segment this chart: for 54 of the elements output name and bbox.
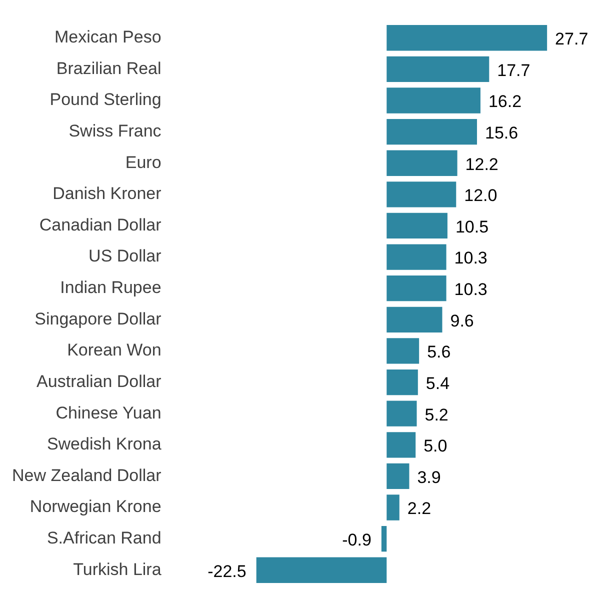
y-tick-label: Australian Dollar xyxy=(36,372,162,391)
y-tick-label: Mexican Peso xyxy=(54,28,162,47)
data-label: 10.5 xyxy=(455,217,489,236)
y-tick-label: New Zealand Dollar xyxy=(12,466,162,485)
data-label: 5.6 xyxy=(427,342,451,362)
data-label: 2.2 xyxy=(407,499,432,518)
y-tick-label: Chinese Yuan xyxy=(56,403,162,422)
data-label: 9.6 xyxy=(450,311,474,330)
bar xyxy=(386,432,416,458)
y-tick-label: Swedish Krona xyxy=(46,434,162,454)
bar xyxy=(386,306,442,332)
bar xyxy=(386,244,446,270)
bar xyxy=(386,88,480,114)
y-tick-label: Brazilian Real xyxy=(56,58,162,78)
bar xyxy=(386,150,458,176)
data-label: 27.7 xyxy=(555,30,588,49)
y-tick-label: Danish Kroner xyxy=(52,184,162,204)
bar xyxy=(386,276,446,302)
y-tick-label: S.African Rand xyxy=(46,528,162,548)
bar xyxy=(386,369,418,396)
data-label: -0.9 xyxy=(342,530,372,550)
y-tick-label: Turkish Lira xyxy=(73,560,162,579)
bar xyxy=(386,118,477,145)
y-tick-label: Korean Won xyxy=(67,340,162,360)
bar xyxy=(256,557,387,583)
data-label: 15.6 xyxy=(484,123,518,142)
data-label: 10.3 xyxy=(454,248,488,268)
y-tick-label: US Dollar xyxy=(88,246,162,266)
y-tick-label: Singapore Dollar xyxy=(34,309,162,328)
bar xyxy=(386,494,400,520)
data-label: 16.2 xyxy=(488,92,522,112)
y-tick-label: Norwegian Krone xyxy=(30,497,162,516)
data-label: -22.5 xyxy=(208,562,246,581)
data-label: 5.4 xyxy=(426,374,450,393)
bar xyxy=(386,463,410,490)
y-tick-label: Swiss Franc xyxy=(68,121,162,140)
bar xyxy=(386,182,456,208)
y-tick-label: Euro xyxy=(125,152,162,172)
y-tick-label: Pound Sterling xyxy=(50,90,162,110)
bar xyxy=(386,338,420,364)
bar xyxy=(386,212,448,239)
data-label: 3.9 xyxy=(417,468,441,487)
y-tick-label: Canadian Dollar xyxy=(39,215,162,234)
data-label: 10.3 xyxy=(454,280,488,300)
data-label: 12.0 xyxy=(464,186,498,206)
data-label: 5.0 xyxy=(424,436,448,456)
data-label: 17.7 xyxy=(497,60,530,80)
data-label: 5.2 xyxy=(424,405,448,424)
bar xyxy=(386,25,548,51)
data-label: 12.2 xyxy=(465,154,498,174)
bar xyxy=(386,400,417,426)
y-tick-label: Indian Rupee xyxy=(60,278,162,298)
bar xyxy=(381,526,387,552)
bar xyxy=(386,56,490,82)
